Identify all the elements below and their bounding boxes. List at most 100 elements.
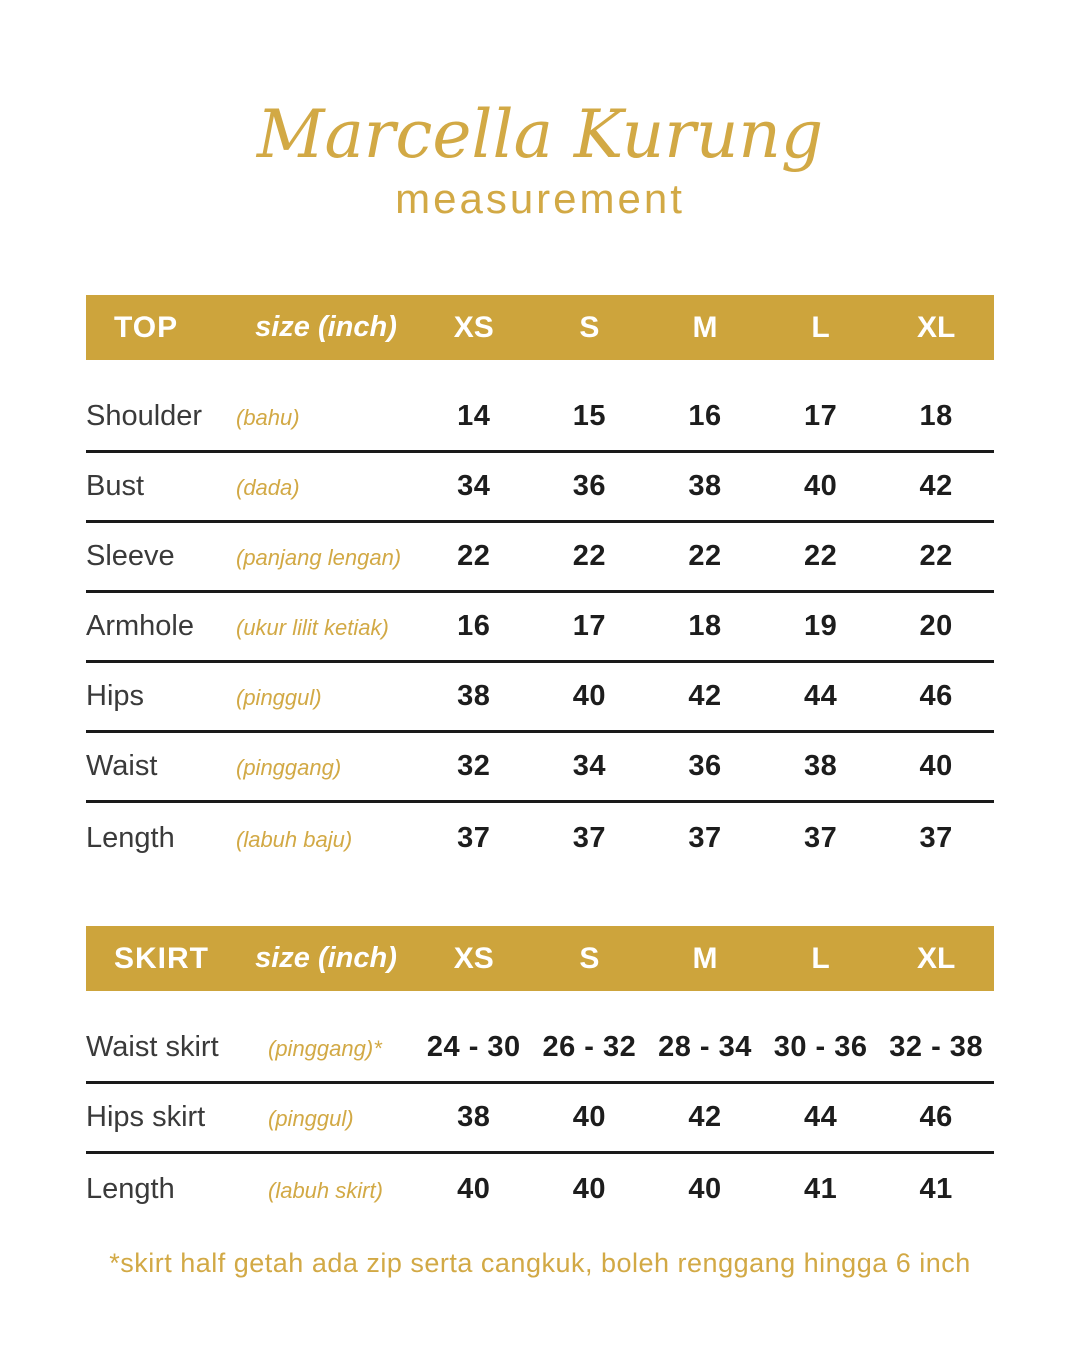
- row-label: Length: [86, 821, 175, 854]
- measurement-value: 40: [919, 750, 953, 783]
- size-column-header-xs: XS: [453, 941, 494, 975]
- row-sublabel: (labuh baju): [236, 826, 353, 852]
- measurement-value: 42: [919, 470, 953, 503]
- measurement-value: 46: [919, 1101, 953, 1134]
- measurement-value: 34: [457, 470, 491, 503]
- measurement-value: 40: [457, 1172, 491, 1205]
- measurement-value: 17: [803, 400, 838, 433]
- measurement-row: Waist skirt (pinggang)* 24 - 30 26 - 32 28 -…: [86, 1014, 994, 1085]
- size-column-header-s: S: [579, 941, 600, 975]
- size-table-skirt: SKIRT size (inch) XS S M L XL Waist skirt (pingg…: [86, 926, 994, 1224]
- measurement-value: 18: [688, 610, 722, 643]
- measurement-value: 44: [803, 680, 838, 713]
- measurement-value: 16: [457, 610, 491, 643]
- measurement-value: 22: [688, 540, 722, 573]
- measurement-row: Sleeve (panjang lengan) 22 22 22 22 22: [86, 523, 994, 594]
- title-block: Marcella Kurung measurement: [0, 100, 1080, 223]
- measurement-value: 32: [457, 750, 491, 783]
- size-column-header-xl: XL: [917, 941, 956, 975]
- measurement-value: 40: [803, 470, 838, 503]
- measurement-value: 44: [803, 1101, 838, 1134]
- measurement-row: Bust (dada) 34 36 38 40 42: [86, 453, 994, 524]
- measurement-row: Armhole (ukur lilit ketiak) 16 17 18 19 20: [86, 593, 994, 664]
- measurement-value: 40: [572, 1172, 607, 1205]
- table-body-skirt: Waist skirt (pinggang)* 24 - 30 26 - 32 28 -…: [86, 991, 994, 1224]
- skirt-footnote: *skirt half getah ada zip serta cangkuk,…: [109, 1248, 971, 1279]
- measurement-value: 38: [457, 680, 491, 713]
- row-label: Bust: [86, 470, 145, 503]
- row-label: Armhole: [86, 610, 194, 643]
- size-column-header-l: L: [811, 941, 830, 975]
- measurement-value: 32 - 38: [889, 1031, 984, 1064]
- measurement-value: 20: [919, 610, 953, 643]
- size-column-header-xs: XS: [453, 310, 494, 344]
- measurement-value: 40: [688, 1172, 722, 1205]
- row-sublabel: (labuh skirt): [268, 1177, 383, 1203]
- measurement-value: 36: [572, 470, 607, 503]
- measurement-value: 22: [457, 540, 491, 573]
- measurement-value: 14: [457, 400, 491, 433]
- measurement-value: 40: [572, 680, 607, 713]
- page-subtitle: measurement: [395, 175, 685, 223]
- size-column-header-xl: XL: [917, 310, 956, 344]
- measurement-value: 26 - 32: [542, 1031, 637, 1064]
- measurement-value: 22: [803, 540, 838, 573]
- measurement-value: 38: [457, 1101, 491, 1134]
- measurement-row: Shoulder (bahu) 14 15 16 17 18: [86, 383, 994, 454]
- measurement-value: 30 - 36: [773, 1031, 868, 1064]
- row-label: Shoulder: [86, 400, 203, 433]
- row-sublabel: (ukur lilit ketiak): [236, 615, 389, 641]
- measurement-row: Hips (pinggul) 38 40 42 44 46: [86, 663, 994, 734]
- measurement-value: 41: [803, 1172, 838, 1205]
- measurement-value: 18: [919, 400, 953, 433]
- size-column-header-l: L: [811, 310, 830, 344]
- size-column-header-s: S: [579, 310, 600, 344]
- size-column-header-m: M: [692, 310, 718, 344]
- measurement-value: 42: [688, 1101, 722, 1134]
- row-label: Waist: [86, 750, 158, 783]
- tables-container: TOP size (inch) XS S M L XL Shoulder (bahu) 14 15 1…: [86, 295, 994, 1224]
- measurement-value: 37: [803, 821, 838, 854]
- measurement-row: Length (labuh baju) 37 37 37 37 37: [86, 803, 994, 873]
- measurement-value: 37: [919, 821, 953, 854]
- measurement-value: 40: [572, 1101, 607, 1134]
- row-sublabel: (dada): [236, 475, 300, 501]
- table-name: SKIRT: [114, 941, 209, 975]
- table-body-top: Shoulder (bahu) 14 15 16 17 18 Bust (dada) 34 36 38…: [86, 360, 994, 873]
- measurement-value: 15: [572, 400, 607, 433]
- size-table-top: TOP size (inch) XS S M L XL Shoulder (bahu) 14 15 1…: [86, 295, 994, 873]
- row-sublabel: (pinggul): [268, 1106, 354, 1132]
- measurement-value: 24 - 30: [426, 1031, 521, 1064]
- measurement-row: Hips skirt (pinggul) 38 40 42 44 46: [86, 1084, 994, 1155]
- measurement-value: 17: [572, 610, 607, 643]
- row-sublabel: (pinggang): [236, 755, 342, 781]
- table-header-top: TOP size (inch) XS S M L XL: [86, 295, 994, 361]
- unit-label: size (inch): [255, 311, 397, 344]
- measurement-value: 38: [803, 750, 838, 783]
- measurement-row: Length (labuh skirt) 40 40 40 41 41: [86, 1154, 994, 1224]
- table-name: TOP: [114, 310, 179, 344]
- measurement-value: 28 - 34: [658, 1031, 752, 1064]
- measurement-value: 37: [572, 821, 607, 854]
- row-label: Length: [86, 1172, 175, 1205]
- measurement-value: 46: [919, 680, 953, 713]
- row-sublabel: (panjang lengan): [236, 545, 402, 571]
- measurement-value: 34: [572, 750, 607, 783]
- row-label: Sleeve: [86, 540, 175, 573]
- measurement-value: 41: [919, 1172, 953, 1205]
- measurement-value: 37: [457, 821, 491, 854]
- size-column-header-m: M: [692, 941, 718, 975]
- measurement-value: 37: [688, 821, 722, 854]
- measurement-value: 36: [688, 750, 722, 783]
- measurement-value: 22: [572, 540, 607, 573]
- table-header-skirt: SKIRT size (inch) XS S M L XL: [86, 926, 994, 992]
- row-sublabel: (bahu): [236, 405, 300, 431]
- row-sublabel: (pinggang)*: [268, 1036, 382, 1062]
- measurement-value: 38: [688, 470, 722, 503]
- row-sublabel: (pinggul): [236, 685, 322, 711]
- product-title: Marcella Kurung: [256, 96, 824, 173]
- unit-label: size (inch): [255, 942, 397, 975]
- measurement-row: Waist (pinggang) 32 34 36 38 40: [86, 733, 994, 804]
- row-label: Waist skirt: [86, 1031, 219, 1064]
